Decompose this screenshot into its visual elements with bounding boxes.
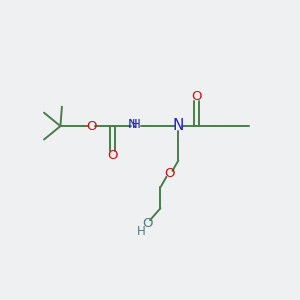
Text: H: H <box>137 225 146 238</box>
Text: O: O <box>86 120 97 133</box>
Text: O: O <box>164 167 175 180</box>
Text: O: O <box>191 90 202 103</box>
Text: O: O <box>142 217 152 230</box>
Text: H: H <box>132 118 141 131</box>
Text: O: O <box>107 148 118 162</box>
Text: N: N <box>173 118 184 133</box>
Text: N: N <box>128 118 137 131</box>
